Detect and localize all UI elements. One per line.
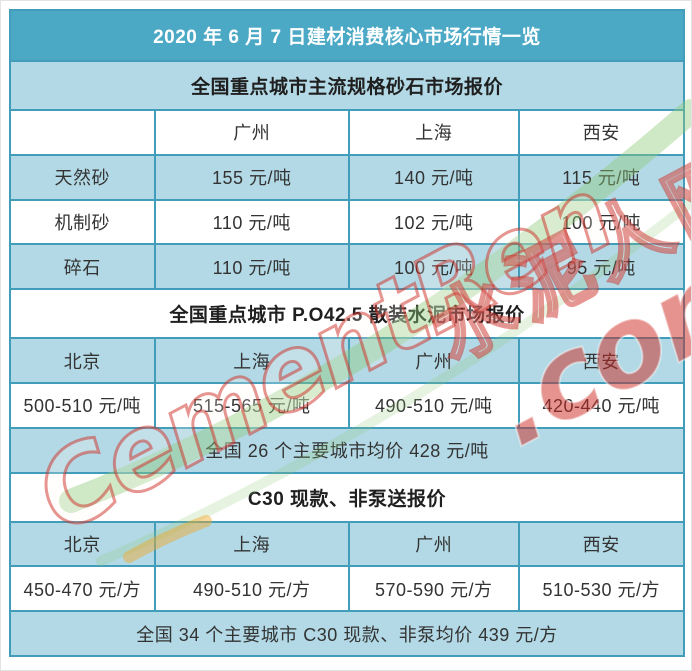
section-title: 全国重点城市主流规格砂石市场报价 [9, 60, 685, 112]
price-cell: 100 元/吨 [348, 243, 520, 291]
column-header-guangzhou: 广州 [348, 337, 520, 384]
price-cell: 95 元/吨 [517, 243, 685, 291]
price-cell: 515-565 元/吨 [153, 381, 351, 429]
cement-average-note-row: 全国 26 个主要城市均价 428 元/吨 [9, 426, 685, 474]
price-cell: 155 元/吨 [153, 153, 351, 201]
price-cell: 140 元/吨 [348, 153, 520, 201]
section-header-c30: C30 现款、非泵送报价 [9, 471, 685, 523]
table-row-machine-sand: 机制砂 110 元/吨 102 元/吨 100 元/吨 [9, 198, 685, 246]
c30-column-header-row: 北京 上海 广州 西安 [9, 520, 685, 568]
column-header-shanghai: 上海 [153, 520, 351, 568]
column-header-empty [9, 109, 156, 156]
table-row-cement-prices: 500-510 元/吨 515-565 元/吨 490-510 元/吨 420-… [9, 381, 685, 429]
price-cell: 490-510 元/方 [153, 565, 351, 613]
price-cell: 450-470 元/方 [9, 565, 156, 613]
section-title: 全国重点城市 P.O42.5 散装水泥市场报价 [9, 288, 685, 340]
price-cell: 100 元/吨 [517, 198, 685, 246]
price-cell: 570-590 元/方 [348, 565, 520, 613]
row-label: 碎石 [9, 243, 156, 291]
column-header-xian: 西安 [517, 337, 685, 384]
column-header-guangzhou: 广州 [348, 520, 520, 568]
column-header-guangzhou: 广州 [153, 109, 351, 156]
price-cell: 510-530 元/方 [517, 565, 685, 613]
price-cell: 110 元/吨 [153, 243, 351, 291]
column-header-xian: 西安 [517, 520, 685, 568]
price-cell: 102 元/吨 [348, 198, 520, 246]
section-header-sand: 全国重点城市主流规格砂石市场报价 [9, 60, 685, 112]
row-label: 机制砂 [9, 198, 156, 246]
column-header-xian: 西安 [517, 109, 685, 156]
table-row-crushed-stone: 碎石 110 元/吨 100 元/吨 95 元/吨 [9, 243, 685, 291]
table-row-natural-sand: 天然砂 155 元/吨 140 元/吨 115 元/吨 [9, 153, 685, 201]
section-header-cement: 全国重点城市 P.O42.5 散装水泥市场报价 [9, 288, 685, 340]
column-header-shanghai: 上海 [348, 109, 520, 156]
note-cell: 全国 34 个主要城市 C30 现款、非泵均价 439 元/方 [9, 610, 685, 657]
cement-column-header-row: 北京 上海 广州 西安 [9, 337, 685, 384]
price-cell: 420-440 元/吨 [517, 381, 685, 429]
price-cell: 490-510 元/吨 [348, 381, 520, 429]
price-cell: 115 元/吨 [517, 153, 685, 201]
row-label: 天然砂 [9, 153, 156, 201]
column-header-beijing: 北京 [9, 337, 156, 384]
c30-average-note-row: 全国 34 个主要城市 C30 现款、非泵均价 439 元/方 [9, 610, 685, 657]
price-cell: 500-510 元/吨 [9, 381, 156, 429]
table-row-c30-prices: 450-470 元/方 490-510 元/方 570-590 元/方 510-… [9, 565, 685, 613]
price-report-table: 2020 年 6 月 7 日建材消费核心市场行情一览 全国重点城市主流规格砂石市… [9, 8, 685, 657]
sand-column-header-row: 广州 上海 西安 [9, 109, 685, 156]
column-header-shanghai: 上海 [153, 337, 351, 384]
note-cell: 全国 26 个主要城市均价 428 元/吨 [9, 426, 685, 474]
price-cell: 110 元/吨 [153, 198, 351, 246]
report-title: 2020 年 6 月 7 日建材消费核心市场行情一览 [9, 8, 685, 63]
section-title: C30 现款、非泵送报价 [9, 471, 685, 523]
column-header-beijing: 北京 [9, 520, 156, 568]
title-bar: 2020 年 6 月 7 日建材消费核心市场行情一览 [9, 8, 685, 63]
